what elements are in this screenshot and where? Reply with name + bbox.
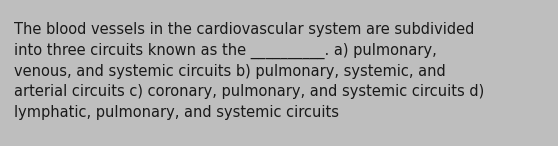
Text: The blood vessels in the cardiovascular system are subdivided
into three circuit: The blood vessels in the cardiovascular … [14, 22, 484, 120]
